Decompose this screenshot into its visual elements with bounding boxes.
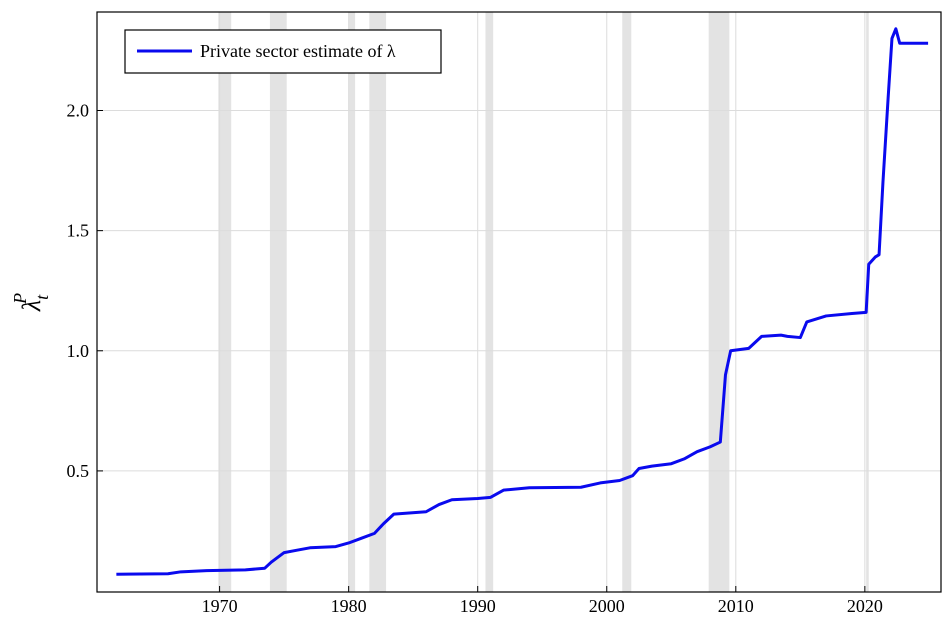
recession-band — [218, 12, 232, 592]
y-axis-label: λtP — [10, 293, 52, 312]
y-tick-label: 0.5 — [67, 461, 90, 481]
y-label-part: P — [10, 293, 30, 305]
legend-label: Private sector estimate of λ — [200, 41, 396, 61]
y-tick-label: 1.5 — [67, 221, 90, 241]
y-tick-label: 1.0 — [67, 341, 90, 361]
recession-band — [485, 12, 494, 592]
x-tick-label: 1990 — [460, 596, 496, 616]
y-label-part: t — [32, 294, 52, 300]
recession-band — [269, 12, 287, 592]
x-tick-label: 1970 — [202, 596, 238, 616]
data-line — [116, 27, 929, 576]
x-tick-label: 2000 — [589, 596, 625, 616]
recession-band — [348, 12, 356, 592]
y-label-part: λ — [17, 300, 46, 312]
y-tick-label: 2.0 — [67, 101, 90, 121]
recession-band — [622, 12, 632, 592]
legend: Private sector estimate of λ — [124, 29, 442, 74]
x-tick-label: 1980 — [331, 596, 367, 616]
plot-frame — [96, 11, 942, 593]
x-tick-label: 2020 — [847, 596, 883, 616]
x-tick-label: 2010 — [718, 596, 754, 616]
recession-band — [708, 12, 730, 592]
recession-band — [369, 12, 387, 592]
